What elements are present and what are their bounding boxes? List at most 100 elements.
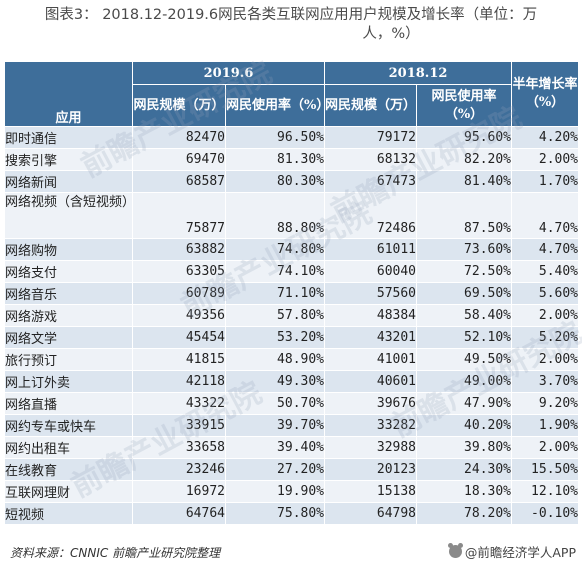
header-growth: 半年增长率（%） [511,61,580,127]
table-row: 网约专车或快车 33915 39.70% 33282 40.20% 1.90% [4,414,580,437]
header-row-period: 应用 2019.6 2018.12 半年增长率（%） [4,61,580,127]
header-users-2019: 网民规模（万） [132,84,226,127]
bear-logo-icon [447,543,463,558]
cell-growth: 2.00% [511,436,580,459]
table-row: 短视频 64764 75.80% 64798 78.20% -0.10% [4,502,580,525]
cell-rate-2018: 49.00% [416,370,513,393]
cell-growth: 15.50% [511,458,580,481]
cell-rate-2019: 39.40% [224,436,326,459]
cell-users-2018: 67473 [324,170,418,193]
cell-app: 网络游戏 [4,304,133,327]
brand-text: @前瞻经济学人APP [464,545,576,560]
cell-rate-2019: 88.80% [224,192,326,239]
cell-users-2018: 39676 [324,392,418,415]
header-rate-2019: 网民使用率（%） [224,84,326,127]
cell-growth: -0.10% [511,502,580,525]
cell-users-2018: 41001 [324,348,418,371]
cell-rate-2019: 75.80% [224,502,326,525]
title-line-1: 图表3： 2018.12-2019.6网民各类互联网应用用户规模及增长率（单位：… [44,7,538,23]
cell-users-2018: 48384 [324,304,418,327]
cell-users-2019: 45454 [132,326,226,349]
cell-app: 互联网理财 [4,480,133,503]
cell-rate-2018: 58.40% [416,304,513,327]
cell-app: 即时通信 [4,126,133,149]
cell-rate-2019: 57.80% [224,304,326,327]
cell-users-2018: 20123 [324,458,418,481]
cell-growth: 2.00% [511,348,580,371]
cell-app: 短视频 [4,502,133,525]
cell-rate-2018: 95.60% [416,126,513,149]
data-table: 应用 2019.6 2018.12 半年增长率（%） 网民规模（万） 网民使用率… [4,61,580,525]
cell-users-2018: 79172 [324,126,418,149]
cell-app: 网络音乐 [4,282,133,305]
cell-rate-2019: 39.70% [224,414,326,437]
cell-growth: 5.60% [511,282,580,305]
cell-users-2019: 43322 [132,392,226,415]
cell-app: 在线教育 [4,458,133,481]
cell-users-2019: 23246 [132,458,226,481]
header-app: 应用 [4,61,133,127]
cell-growth: 5.40% [511,260,580,283]
title-line-2: 人，%） [362,26,420,42]
cell-users-2018: 64798 [324,502,418,525]
table-row: 网络音乐 60789 71.10% 57560 69.50% 5.60% [4,282,580,305]
cell-growth: 2.00% [511,148,580,171]
table-row: 在线教育 23246 27.20% 20123 24.30% 15.50% [4,458,580,481]
cell-growth: 4.70% [511,192,580,239]
cell-users-2019: 42118 [132,370,226,393]
cell-users-2019: 82470 [132,126,226,149]
cell-users-2019: 41815 [132,348,226,371]
cell-app: 网络文学 [4,326,133,349]
cell-users-2019: 63305 [132,260,226,283]
cell-rate-2019: 19.90% [224,480,326,503]
cell-rate-2019: 71.10% [224,282,326,305]
cell-app: 网络新闻 [4,170,133,193]
cell-growth: 3.70% [511,370,580,393]
cell-rate-2018: 40.20% [416,414,513,437]
table-row: 旅行预订 41815 48.90% 41001 49.50% 2.00% [4,348,580,371]
cell-rate-2019: 96.50% [224,126,326,149]
table-row: 网络游戏 49356 57.80% 48384 58.40% 2.00% [4,304,580,327]
cell-users-2019: 16972 [132,480,226,503]
header-growth-label: 半年增长率（%） [512,77,578,110]
cell-users-2019: 68587 [132,170,226,193]
table-body: 即时通信 82470 96.50% 79172 95.60% 4.20% 搜索引擎 69470… [4,126,580,525]
cell-rate-2018: 52.10% [416,326,513,349]
table-row: 网络新闻 68587 80.30% 67473 81.40% 1.70% [4,170,580,193]
cell-app: 网络视频（含短视频） [4,192,133,239]
cell-users-2018: 68132 [324,148,418,171]
table-row: 搜索引擎 69470 81.30% 68132 82.20% 2.00% [4,148,580,171]
cell-rate-2018: 49.50% [416,348,513,371]
cell-growth: 12.10% [511,480,580,503]
chart-title: 图表3： 2018.12-2019.6网民各类互联网应用用户规模及增长率（单位：… [0,6,582,48]
header-period-2018: 2018.12 [324,61,513,85]
table-row: 网络购物 63882 74.80% 61011 73.60% 4.70% [4,238,580,261]
cell-rate-2018: 39.80% [416,436,513,459]
cell-rate-2019: 50.70% [224,392,326,415]
cell-rate-2018: 72.50% [416,260,513,283]
cell-users-2019: 33915 [132,414,226,437]
cell-users-2019: 33658 [132,436,226,459]
cell-growth: 2.00% [511,304,580,327]
cell-users-2018: 40601 [324,370,418,393]
source-note: 资料来源：CNNIC 前瞻产业研究院整理 [10,546,221,560]
cell-app: 网络购物 [4,238,133,261]
cell-app: 网上订外卖 [4,370,133,393]
cell-users-2019: 75877 [132,192,226,239]
table-row: 网约出租车 33658 39.40% 32988 39.80% 2.00% [4,436,580,459]
cell-growth: 1.90% [511,414,580,437]
cell-users-2018: 57560 [324,282,418,305]
header-users-2018: 网民规模（万） [324,84,418,127]
cell-rate-2018: 69.50% [416,282,513,305]
cell-growth: 5.20% [511,326,580,349]
cell-rate-2018: 18.30% [416,480,513,503]
table-row: 网上订外卖 42118 49.30% 40601 49.00% 3.70% [4,370,580,393]
cell-rate-2018: 78.20% [416,502,513,525]
cell-rate-2019: 80.30% [224,170,326,193]
cell-rate-2018: 82.20% [416,148,513,171]
cell-users-2019: 64764 [132,502,226,525]
cell-users-2018: 32988 [324,436,418,459]
cell-users-2019: 49356 [132,304,226,327]
cell-rate-2019: 81.30% [224,148,326,171]
table-row: 网络视频（含短视频） 75877 88.80% 72486 87.50% 4.70% [4,192,580,239]
